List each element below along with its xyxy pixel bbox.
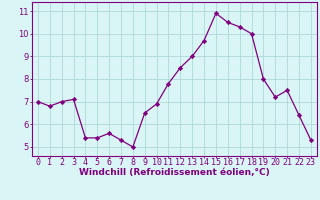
X-axis label: Windchill (Refroidissement éolien,°C): Windchill (Refroidissement éolien,°C): [79, 168, 270, 177]
